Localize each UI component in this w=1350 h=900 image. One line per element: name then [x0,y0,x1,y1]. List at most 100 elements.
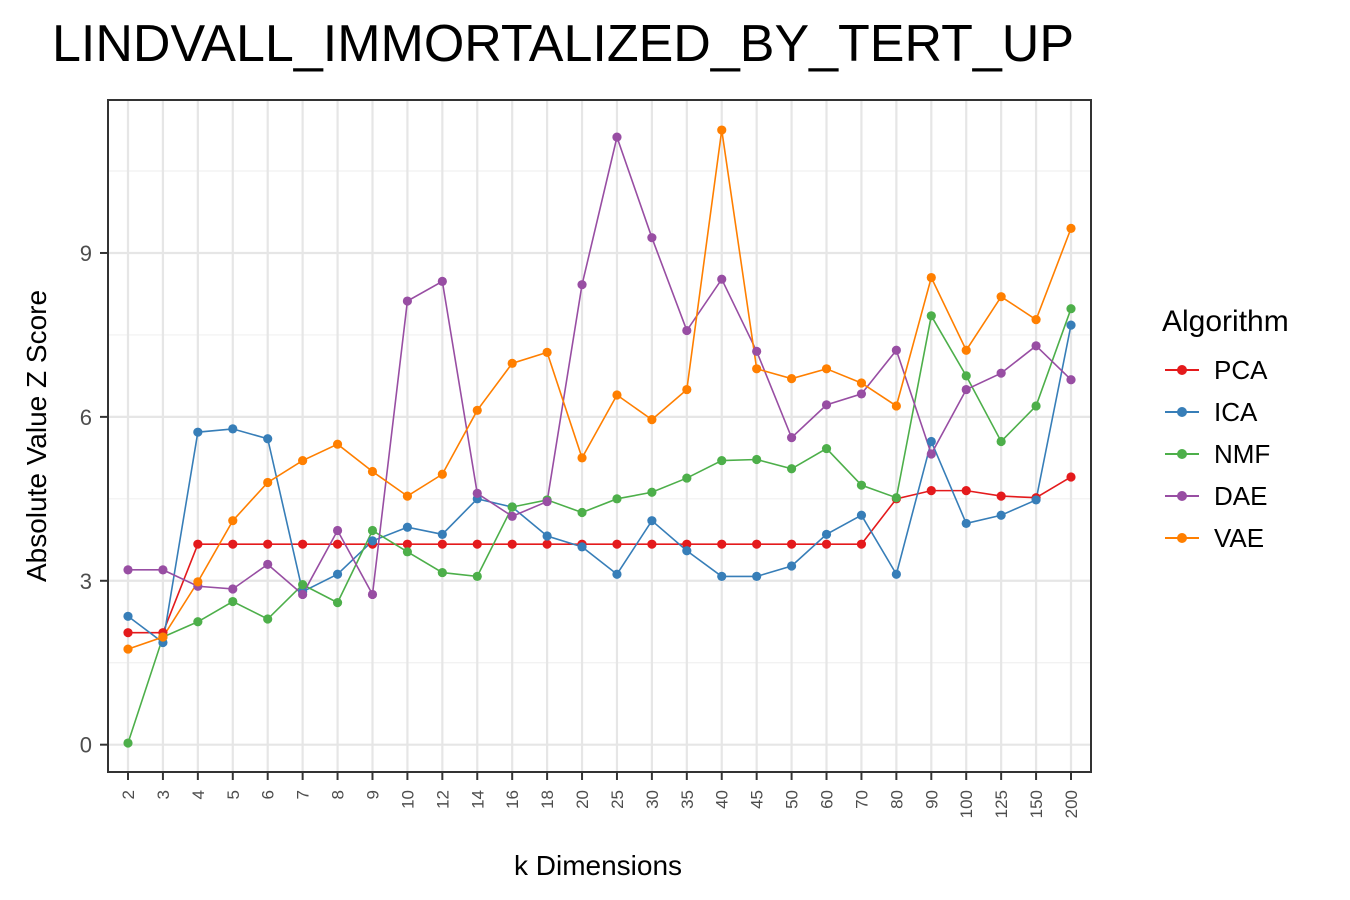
legend-key-nmf [1162,444,1202,464]
x-tick-label: 25 [608,790,627,809]
data-point-nmf [507,502,517,512]
data-point-pca [926,486,936,496]
y-axis: 0 3 6 9 [80,241,108,758]
data-point-ica [437,529,447,539]
data-point-pca [332,539,343,549]
data-point-vae [612,390,622,400]
data-point-nmf [891,493,901,503]
data-point-vae [472,405,482,415]
data-point-ica [682,546,692,556]
data-point-dae [263,559,273,569]
x-axis: 2 3 4 5 6 7 8 9 10 12 14 16 18 20 25 30 35 40 45 50 60 70 80 90… [119,772,1081,818]
data-point-pca [786,539,797,549]
data-point-nmf [123,738,133,748]
data-point-ica [612,569,622,579]
data-point-nmf [332,598,343,608]
data-point-dae [1066,375,1076,385]
legend-item-ica: ICA [1162,391,1289,433]
data-point-dae [786,433,797,443]
data-point-nmf [752,454,762,465]
legend-label: PCA [1214,354,1268,385]
data-point-pca [647,539,657,549]
x-tick-label: 18 [538,790,557,809]
data-point-vae [961,345,971,355]
data-point-nmf [961,371,971,381]
data-point-ica [961,518,971,529]
data-point-pca [298,539,308,549]
data-point-nmf [577,507,587,518]
data-point-pca [856,539,867,549]
legend-items: PCA ICA NMF DAE VAE [1162,349,1289,559]
data-point-ica [402,522,413,532]
panel-border [107,99,1092,773]
data-point-ica [821,529,832,539]
data-point-ica [1066,320,1076,330]
series-line-nmf [127,308,1072,744]
data-point-ica [856,510,867,520]
x-tick-label: 90 [922,790,941,809]
data-point-vae [1031,315,1041,325]
data-point-nmf [228,596,238,607]
data-point-vae [437,469,447,479]
series-line-pca [128,476,1072,634]
x-tick-label: 16 [503,790,522,809]
data-point-nmf [472,571,482,582]
data-point-nmf [926,311,936,321]
series-line-vae [127,129,1072,650]
data-point-vae [367,466,378,477]
data-point-dae [507,511,517,521]
data-point-vae [996,292,1006,302]
data-point-dae [542,496,552,507]
x-tick-label: 30 [643,790,662,809]
legend-label: ICA [1214,396,1258,427]
data-point-nmf [367,525,378,536]
x-tick-label: 100 [957,790,976,818]
data-point-nmf [717,455,727,466]
y-tick-label: 3 [80,569,92,594]
data-point-nmf [682,473,692,483]
data-point-vae [507,358,517,368]
legend-label: NMF [1214,438,1271,469]
data-point-dae [961,384,971,395]
data-point-pca [996,491,1006,501]
data-point-ica [542,531,552,541]
data-point-nmf [437,567,447,578]
data-point-vae [542,347,552,358]
data-point-ica [1031,495,1041,505]
data-point-pca [682,539,692,549]
data-point-ica [891,569,901,579]
x-tick-label: 10 [398,790,417,809]
data-point-ica [926,436,936,447]
data-point-dae [332,525,343,536]
x-tick-label: 200 [1062,790,1081,818]
data-point-pca [821,539,832,549]
x-tick-label: 20 [573,790,592,809]
data-point-ica [228,424,238,434]
data-point-ica [786,561,797,571]
data-point-nmf [193,617,203,627]
data-point-dae [298,589,308,600]
data-point-pca [507,539,517,549]
legend-item-pca: PCA [1162,349,1289,391]
data-point-dae [717,274,727,284]
data-point-dae [577,280,587,290]
data-point-dae [647,233,657,243]
data-point-vae [263,477,273,488]
x-tick-label: 40 [713,790,732,809]
data-point-nmf [402,547,413,557]
data-point-dae [891,345,901,355]
data-point-dae [856,389,867,399]
x-tick-label: 50 [783,790,802,809]
data-point-nmf [1031,401,1041,411]
data-point-nmf [996,436,1006,447]
legend-item-vae: VAE [1162,517,1289,559]
data-point-pca [193,539,203,549]
data-point-dae [612,132,622,142]
data-point-pca [263,539,273,549]
data-point-vae [402,491,413,501]
chart-title: LINDVALL_IMMORTALIZED_BY_TERT_UP [52,15,1075,73]
data-point-pca [752,539,762,549]
data-point-nmf [786,464,797,474]
data-point-ica [332,569,343,579]
data-point-ica [193,427,203,437]
